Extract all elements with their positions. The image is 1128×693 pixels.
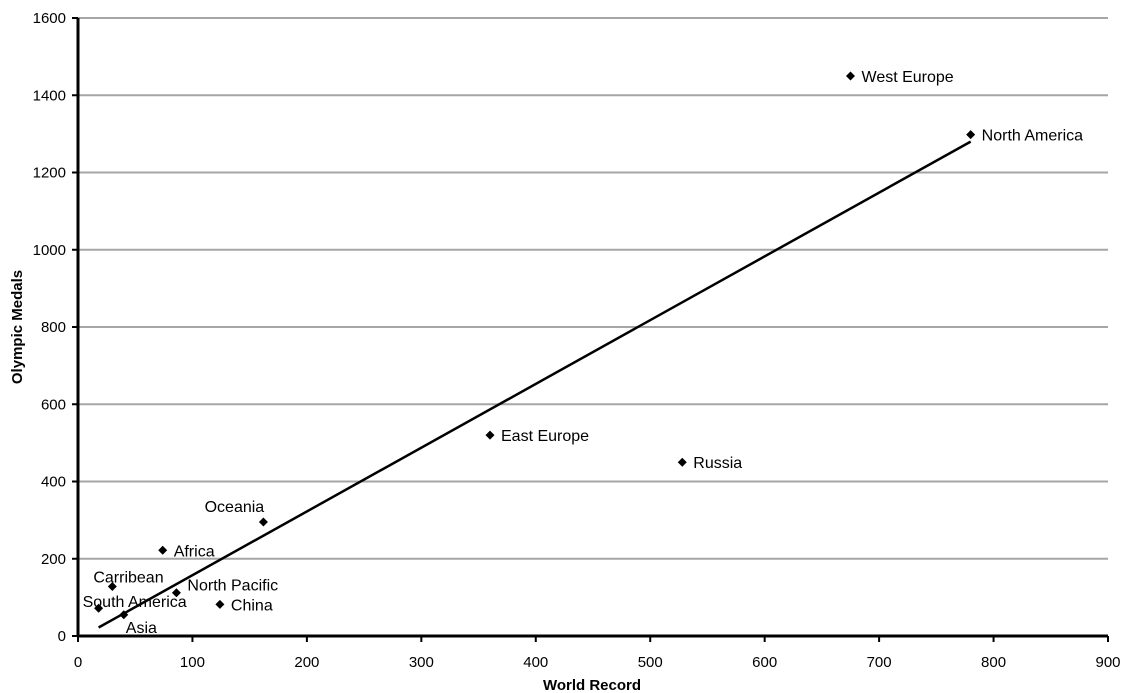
trendline bbox=[97, 140, 972, 629]
x-axis-title: World Record bbox=[543, 677, 641, 693]
x-tick-label-700: 700 bbox=[867, 654, 892, 671]
x-tick-label-400: 400 bbox=[523, 654, 548, 671]
y-tick-label-400: 400 bbox=[41, 474, 66, 491]
x-tick-label-900: 900 bbox=[1095, 654, 1120, 671]
data-point-russia bbox=[677, 457, 687, 467]
x-tick-label-500: 500 bbox=[638, 654, 663, 671]
point-label-asia: Asia bbox=[126, 620, 157, 637]
point-label-carribean: Carribean bbox=[93, 570, 163, 587]
data-point-north-pacific bbox=[171, 588, 181, 598]
y-tick-labels: 0 200 400 600 800 1000 1200 1400 1600 bbox=[33, 10, 66, 645]
x-tick-label-800: 800 bbox=[981, 654, 1006, 671]
y-tick-label-0: 0 bbox=[58, 628, 66, 645]
x-tick-label-200: 200 bbox=[294, 654, 319, 671]
point-label-oceania: Oceania bbox=[205, 499, 265, 516]
data-point-oceania bbox=[258, 517, 268, 527]
y-tick-label-1000: 1000 bbox=[33, 242, 66, 259]
data-point-north-america bbox=[966, 130, 976, 140]
y-axis-title: Olympic Medals bbox=[9, 270, 26, 384]
y-tick-label-1200: 1200 bbox=[33, 165, 66, 182]
data-point-east-europe bbox=[485, 430, 495, 440]
axes bbox=[72, 17, 1109, 642]
point-labels: West Europe North America East Europe Russi… bbox=[83, 69, 1084, 637]
point-label-east-europe: East Europe bbox=[501, 428, 589, 445]
trendline-group bbox=[97, 140, 972, 629]
point-label-north-america: North America bbox=[982, 128, 1083, 145]
y-tick-label-1600: 1600 bbox=[33, 10, 66, 27]
data-points bbox=[94, 71, 976, 620]
x-tick-label-300: 300 bbox=[409, 654, 434, 671]
y-tick-label-200: 200 bbox=[41, 551, 66, 568]
data-point-south-america bbox=[94, 603, 104, 613]
data-point-asia bbox=[119, 610, 129, 620]
point-label-russia: Russia bbox=[693, 455, 742, 472]
point-label-west-europe: West Europe bbox=[862, 69, 954, 86]
y-tick-label-1400: 1400 bbox=[33, 87, 66, 104]
point-label-north-pacific: North Pacific bbox=[187, 578, 278, 595]
point-label-south-america: South America bbox=[83, 594, 187, 611]
x-tick-label-0: 0 bbox=[74, 654, 82, 671]
data-point-africa bbox=[158, 545, 168, 555]
y-tick-label-800: 800 bbox=[41, 319, 66, 336]
point-label-africa: Africa bbox=[174, 543, 215, 560]
data-point-west-europe bbox=[846, 71, 855, 81]
x-tick-labels: 0 100 200 300 400 500 600 700 800 900 bbox=[74, 654, 1121, 671]
x-tick-label-100: 100 bbox=[180, 654, 205, 671]
x-tick-label-600: 600 bbox=[752, 654, 777, 671]
y-tick-label-600: 600 bbox=[41, 396, 66, 413]
data-point-china bbox=[215, 599, 225, 609]
data-point-carribean bbox=[107, 582, 117, 592]
point-label-china: China bbox=[231, 597, 273, 614]
gridlines bbox=[78, 17, 1108, 560]
